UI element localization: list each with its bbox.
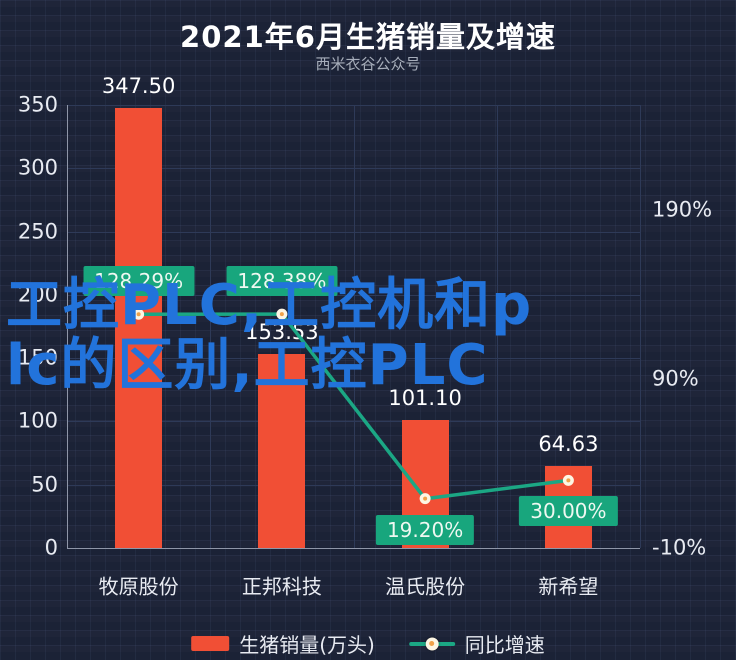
gridline-x-0 [67, 105, 68, 548]
gridline-x-1 [210, 105, 212, 548]
gridline-y-0 [67, 548, 640, 549]
left-axis-tick-150: 150 [17, 345, 58, 370]
right-axis-tick-1: 90% [652, 366, 699, 391]
left-axis-tick-250: 250 [17, 219, 58, 244]
line-dot-swatch-icon [408, 636, 455, 651]
growth-label-2: 19.20% [375, 514, 475, 545]
sales-bar-1[interactable] [258, 353, 306, 548]
growth-label-0: 128.29% [83, 266, 195, 297]
growth-point-core-1 [279, 312, 284, 317]
legend-label-sales: 生猪销量(万头) [239, 633, 375, 657]
category-label-3: 新希望 [538, 574, 599, 599]
legend-label-growth: 同比增速 [464, 633, 545, 657]
growth-point-core-0 [136, 312, 141, 317]
left-axis-tick-100: 100 [17, 408, 58, 433]
legend: 生猪销量(万头) 同比增速 [191, 629, 545, 658]
gridline-x-2 [353, 105, 355, 548]
growth-line-path [138, 312, 569, 501]
category-label-1: 正邦科技 [241, 574, 322, 599]
right-axis-tick-0: 190% [652, 197, 713, 222]
left-axis-tick-300: 300 [17, 155, 58, 180]
sales-value-label-3: 64.63 [538, 432, 599, 457]
growth-label-3: 30.00% [519, 496, 618, 527]
gridline-x-3 [496, 105, 498, 548]
left-axis-tick-200: 200 [17, 282, 58, 307]
category-label-2: 温氏股份 [385, 574, 466, 599]
category-label-0: 牧原股份 [98, 574, 179, 599]
left-axis-tick-350: 350 [17, 92, 58, 117]
sales-value-label-0: 347.50 [101, 74, 176, 99]
chart-title: 2021年6月生猪销量及增速 [180, 20, 556, 54]
bar-swatch-icon [191, 636, 230, 651]
gridline-x-4 [640, 105, 641, 548]
legend-item-growth[interactable]: 同比增速 [408, 629, 545, 658]
growth-point-core-2 [423, 496, 428, 501]
legend-item-sales[interactable]: 生猪销量(万头) [191, 629, 375, 658]
growth-point-core-3 [566, 478, 571, 483]
right-axis-tick-2: -10% [652, 535, 707, 560]
sales-value-label-1: 153.53 [245, 319, 319, 344]
sales-value-label-2: 101.10 [388, 386, 462, 410]
left-axis-tick-0: 0 [44, 535, 58, 560]
growth-label-1: 128.38% [226, 266, 338, 297]
left-axis-tick-50: 50 [31, 472, 58, 497]
sales-bar-0[interactable] [115, 108, 163, 548]
chart-subtitle: 西米衣谷公众号 [315, 55, 421, 73]
